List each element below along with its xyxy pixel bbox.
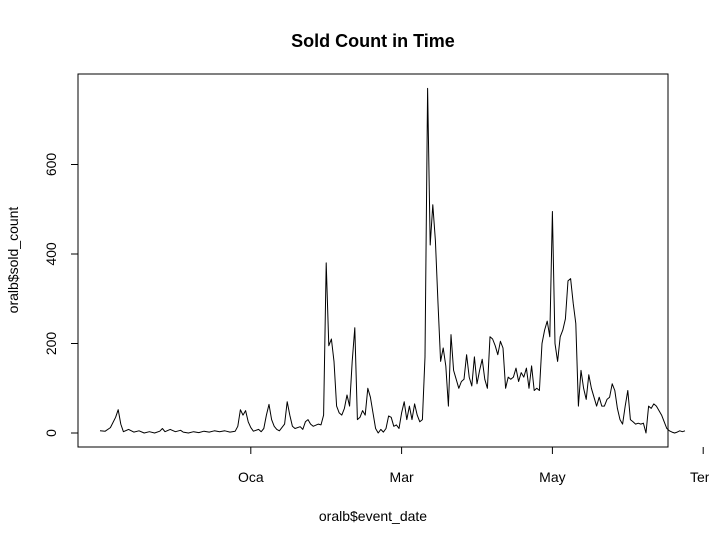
x-axis: Oca Mar May Tem — [238, 447, 709, 485]
x-tick-label: Tem — [690, 469, 709, 485]
y-tick-label: 600 — [43, 153, 59, 177]
x-tick-label: May — [539, 469, 565, 485]
x-axis-label: oralb$event_date — [319, 508, 427, 524]
x-tick-label: Mar — [390, 469, 414, 485]
plot-frame — [77, 73, 669, 448]
y-axis: 0 200 400 600 — [43, 153, 78, 437]
y-tick-label: 200 — [43, 332, 59, 356]
y-tick-label: 0 — [43, 429, 59, 437]
x-tick-label: Oca — [238, 469, 264, 485]
y-tick-label: 400 — [43, 242, 59, 266]
series-line-sold-count — [99, 87, 686, 434]
y-axis-label: oralb$sold_count — [5, 207, 21, 314]
chart-title: Sold Count in Time — [291, 31, 455, 51]
